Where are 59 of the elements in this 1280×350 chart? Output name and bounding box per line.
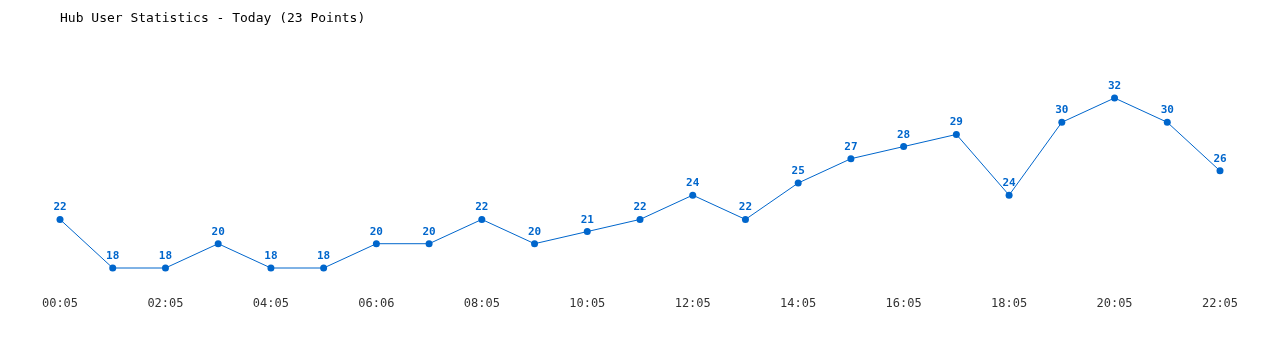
data-label: 20 xyxy=(369,224,383,238)
data-label: 24 xyxy=(686,176,700,190)
data-label: 30 xyxy=(1055,103,1069,117)
data-label: 22 xyxy=(53,200,67,214)
point xyxy=(531,240,539,248)
point xyxy=(109,264,117,272)
x-tick-label: 14:05 xyxy=(780,296,817,310)
point xyxy=(372,240,380,248)
point xyxy=(478,215,486,223)
x-tick-label: 16:05 xyxy=(885,296,922,310)
data-label: 28 xyxy=(897,127,911,141)
x-tick-label: 10:05 xyxy=(569,296,606,310)
data-label: 22 xyxy=(738,200,753,214)
point xyxy=(1005,191,1013,199)
point xyxy=(900,143,908,151)
point xyxy=(1058,118,1066,126)
point xyxy=(1216,167,1224,175)
chart-title: Hub User Statistics - Today (23 Points) xyxy=(60,10,366,25)
x-tick-label: 08:05 xyxy=(463,296,500,310)
data-label: 25 xyxy=(791,164,805,177)
point xyxy=(56,215,64,223)
point xyxy=(741,215,749,223)
data-label: 20 xyxy=(422,224,436,238)
point xyxy=(425,240,433,248)
point xyxy=(636,215,644,223)
data-label: 22 xyxy=(475,200,489,214)
data-label: 18 xyxy=(264,249,278,262)
x-tick-label: 20:05 xyxy=(1096,296,1133,310)
point xyxy=(214,240,222,248)
data-label: 20 xyxy=(211,224,225,238)
point xyxy=(583,228,591,236)
data-label: 18 xyxy=(317,249,331,262)
point xyxy=(794,179,802,187)
x-tick-label: 12:05 xyxy=(674,296,711,310)
point xyxy=(1111,94,1119,102)
point xyxy=(1163,118,1171,126)
data-label: 20 xyxy=(527,224,542,238)
x-tick-label: 02:05 xyxy=(147,296,184,310)
data-label: 24 xyxy=(1002,176,1017,190)
data-label: 32 xyxy=(1107,79,1122,92)
x-tick-label: 22:05 xyxy=(1201,296,1239,310)
point xyxy=(161,264,169,272)
x-tick-label: 06:06 xyxy=(358,296,395,310)
point xyxy=(689,191,697,199)
data-label: 22 xyxy=(633,200,647,214)
data-label: 18 xyxy=(158,249,173,262)
data-label: 26 xyxy=(1213,151,1227,165)
point xyxy=(267,264,275,272)
data-label: 27 xyxy=(844,139,858,153)
point xyxy=(952,130,960,138)
data-label: 30 xyxy=(1160,103,1174,117)
data-label: 29 xyxy=(949,115,963,129)
x-tick-label: 00:05 xyxy=(41,296,79,310)
x-tick-label: 18:05 xyxy=(991,296,1028,310)
x-tick-label: 04:05 xyxy=(252,296,289,310)
data-label: 18 xyxy=(106,249,120,262)
point xyxy=(320,264,328,272)
point xyxy=(847,155,855,163)
data-label: 21 xyxy=(580,212,595,226)
